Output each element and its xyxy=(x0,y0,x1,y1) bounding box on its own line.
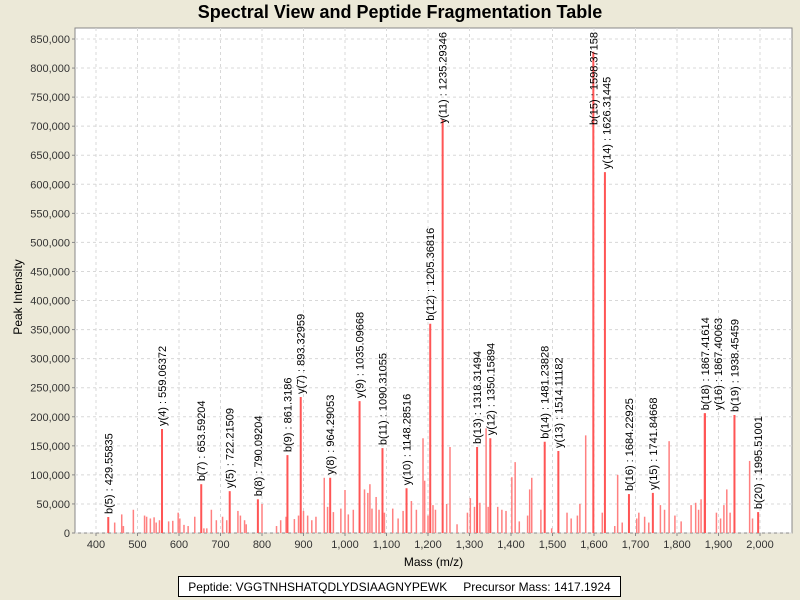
peak-label: b(7) : 653.59204 xyxy=(196,400,208,481)
peak-labels: b(5) : 429.55835 y(4) : 559.06372 b(7) : 6… xyxy=(103,32,765,514)
x-tick-label: 1,500 xyxy=(539,539,567,551)
peak-label: b(16) : 1684.22925 xyxy=(624,398,636,491)
x-tick-label: 700 xyxy=(211,539,229,551)
chart-title: Spectral View and Peptide Fragmentation … xyxy=(197,2,603,22)
x-tick-label: 1,400 xyxy=(497,539,525,551)
peak-label: y(12) : 1350.15894 xyxy=(485,343,497,435)
peak-label: b(15) : 1598.37158 xyxy=(588,32,600,125)
x-tick-label: 900 xyxy=(294,539,312,551)
axes: 0 50,000 100,000 150,000 200,000 250,000 300,0… xyxy=(30,34,774,551)
x-tick-label: 1,600 xyxy=(580,539,608,551)
peak-label: y(5) : 722.21509 xyxy=(225,408,237,488)
grid xyxy=(75,28,792,534)
peak-label: b(9) : 861.3186 xyxy=(282,377,294,452)
peaks xyxy=(107,51,760,533)
y-tick-label: 300,000 xyxy=(30,354,70,366)
y-tick-label: 50,000 xyxy=(36,499,70,511)
plot-area xyxy=(74,27,793,534)
peak-label: y(11) : 1235.29346 xyxy=(438,32,450,124)
x-tick-label: 600 xyxy=(170,539,188,551)
y-tick-label: 100,000 xyxy=(30,470,70,482)
x-tick-label: 1,100 xyxy=(373,539,401,551)
peak-label: b(12) : 1205.36816 xyxy=(425,228,437,321)
peak-label: b(5) : 429.55835 xyxy=(103,433,115,514)
y-tick-label: 600,000 xyxy=(30,179,70,191)
y-tick-label: 800,000 xyxy=(30,63,70,75)
y-tick-label: 650,000 xyxy=(30,150,70,162)
x-tick-label: 1,300 xyxy=(456,539,484,551)
y-tick-label: 350,000 xyxy=(30,325,70,337)
peptide-info-box: Peptide: VGGTNHSHATQDLYDSIAAGNYPEWK Precu… xyxy=(178,576,621,597)
x-tick-label: 400 xyxy=(87,539,105,551)
y-tick-label: 550,000 xyxy=(30,208,70,220)
peak-label: y(10) : 1148.28516 xyxy=(402,394,414,486)
y-tick-label: 200,000 xyxy=(30,412,70,424)
peak-label: b(19) : 1938.45459 xyxy=(729,319,741,412)
x-tick-label: 1,000 xyxy=(331,539,359,551)
peak-label: y(15) : 1741.84668 xyxy=(648,398,660,490)
peak-label: b(13) : 1318.31494 xyxy=(472,351,484,444)
x-tick-label: 800 xyxy=(253,539,271,551)
x-tick-label: 1,200 xyxy=(414,539,442,551)
x-axis-label: Mass (m/z) xyxy=(403,555,464,569)
y-tick-label: 850,000 xyxy=(30,34,70,46)
peak-label: b(20) : 1995.51001 xyxy=(753,416,765,509)
x-tick-label: 1,900 xyxy=(705,539,733,551)
peak-label: b(11) : 1090.31055 xyxy=(377,353,389,445)
peak-label: y(16) : 1867.40063 xyxy=(713,318,725,410)
peak-label: y(7) : 893.32959 xyxy=(296,314,308,394)
peak-label: b(18) : 1867.41614 xyxy=(700,317,712,410)
y-tick-label: 0 xyxy=(64,528,70,540)
peak-label: y(9) : 1035.09668 xyxy=(355,312,367,398)
peak-label: y(13) : 1514.11182 xyxy=(553,357,565,448)
y-tick-label: 500,000 xyxy=(30,237,70,249)
y-tick-label: 750,000 xyxy=(30,92,70,104)
peak-label: y(4) : 559.06372 xyxy=(157,346,169,426)
y-tick-label: 150,000 xyxy=(30,441,70,453)
y-tick-label: 700,000 xyxy=(30,121,70,133)
y-axis-label: Peak Intensity xyxy=(11,259,25,335)
peptide-sequence: Peptide: VGGTNHSHATQDLYDSIAAGNYPEWK xyxy=(188,580,448,594)
y-tick-label: 250,000 xyxy=(30,383,70,395)
x-tick-label: 1,700 xyxy=(622,539,650,551)
peak-label: b(14) : 1481.23828 xyxy=(540,346,552,439)
x-tick-label: 500 xyxy=(128,539,146,551)
peak-label: y(14) : 1626.31445 xyxy=(601,77,613,169)
x-tick-label: 2,000 xyxy=(746,539,774,551)
precursor-mass: Precursor Mass: 1417.1924 xyxy=(463,580,611,594)
y-tick-label: 400,000 xyxy=(30,296,70,308)
y-tick-label: 450,000 xyxy=(30,266,70,278)
peak-label: b(8) : 790.09204 xyxy=(253,416,265,497)
peak-label: y(8) : 964.29053 xyxy=(325,395,337,475)
x-tick-label: 1,800 xyxy=(663,539,691,551)
